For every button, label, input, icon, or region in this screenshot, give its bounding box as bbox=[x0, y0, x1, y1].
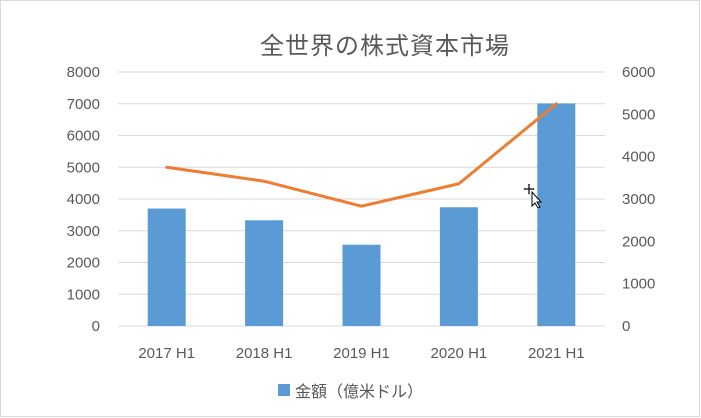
line-series bbox=[165, 102, 558, 208]
y-tick-right: 5000 bbox=[622, 106, 655, 123]
legend-label-bar: 金額（億米ドル） bbox=[294, 382, 423, 401]
x-tick-label: 2020 H1 bbox=[431, 345, 488, 362]
y-tick-right: 1000 bbox=[622, 276, 655, 293]
y-tick-left: 1000 bbox=[67, 286, 100, 303]
x-tick-label: 2018 H1 bbox=[236, 345, 293, 362]
bar bbox=[342, 244, 381, 326]
chart-title: 全世界の株式資本市場 bbox=[260, 32, 510, 60]
y-tick-left: 6000 bbox=[67, 128, 100, 145]
y-tick-right: 6000 bbox=[622, 64, 655, 81]
bar bbox=[245, 220, 284, 326]
bar bbox=[147, 208, 186, 326]
x-tick-label: 2021 H1 bbox=[528, 345, 585, 362]
x-tick-label: 2017 H1 bbox=[138, 345, 195, 362]
x-tick-label: 2019 H1 bbox=[333, 345, 390, 362]
move-cursor-icon bbox=[522, 182, 543, 208]
legend-swatch-bar bbox=[277, 384, 290, 396]
y-tick-right: 0 bbox=[622, 318, 630, 335]
legend: 金額（億米ドル） bbox=[0, 378, 701, 402]
y-tick-right: 2000 bbox=[622, 233, 655, 250]
y-tick-left: 7000 bbox=[67, 96, 100, 113]
y-tick-left: 3000 bbox=[67, 223, 100, 240]
y-tick-left: 2000 bbox=[67, 255, 100, 272]
y-tick-left: 4000 bbox=[67, 191, 100, 208]
y-tick-left: 5000 bbox=[67, 159, 100, 176]
y-tick-left: 8000 bbox=[67, 64, 100, 81]
y-tick-right: 4000 bbox=[622, 149, 655, 166]
bar bbox=[439, 207, 478, 326]
y-tick-right: 3000 bbox=[622, 191, 655, 208]
y-tick-left: 0 bbox=[92, 318, 100, 335]
bar bbox=[537, 103, 576, 327]
